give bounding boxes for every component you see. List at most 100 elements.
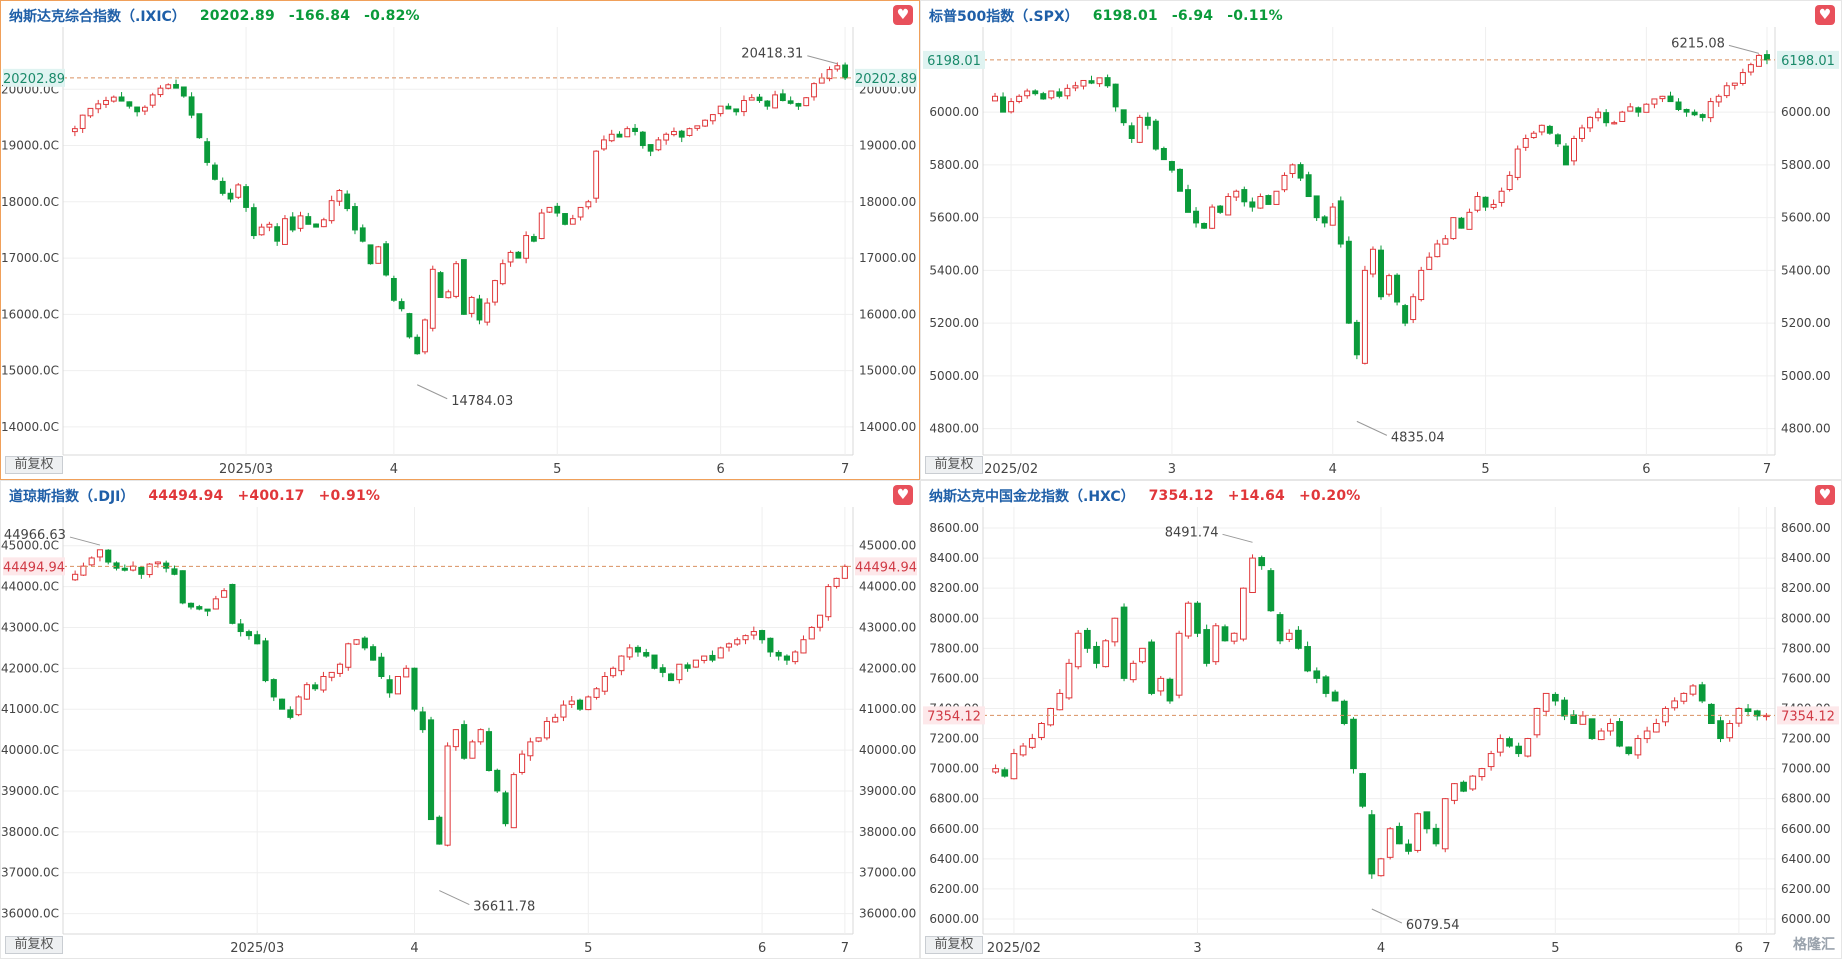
- candle-body: [297, 215, 304, 229]
- chart-panel-dji: 道琼斯指数（.DJI） 44494.94 +400.17 +0.91% ♥ 36…: [0, 480, 920, 959]
- candle-body: [1295, 629, 1302, 649]
- y-tick-label-right: 39000.00: [859, 784, 916, 798]
- candle-body: [345, 643, 352, 668]
- x-tick-label: 2025/02: [987, 941, 1041, 956]
- candle-body: [1506, 738, 1513, 747]
- favorite-heart-icon[interactable]: ♥: [1815, 485, 1835, 505]
- candle-body: [287, 709, 294, 718]
- panel-header: 道琼斯指数（.DJI） 44494.94 +400.17 +0.91%: [9, 485, 380, 507]
- candle-body: [367, 244, 374, 265]
- candle-body: [1441, 798, 1449, 850]
- candle-body: [266, 223, 273, 228]
- y-tick-label-right: 14000.00: [859, 420, 916, 434]
- candle-body: [725, 643, 733, 648]
- y-tick-label-right: 45000.00: [859, 539, 916, 553]
- candle-body: [1659, 95, 1666, 100]
- last-price-tag-right-bg: [1777, 50, 1839, 69]
- candlestick-chart[interactable]: 6000.00 6000.00 6200.00 6200.00 6400.00 6400.…: [921, 481, 1841, 958]
- adjust-toggle-button[interactable]: 前复权: [925, 456, 983, 474]
- candle-body: [1322, 676, 1330, 694]
- candle-body: [1643, 730, 1651, 740]
- index-name[interactable]: 道琼斯指数（.DJI）: [9, 489, 135, 505]
- last-price-tag-right: 44494.94: [855, 560, 917, 575]
- candle-body: [1698, 684, 1706, 702]
- candle-body: [1028, 738, 1036, 748]
- candle-body: [800, 639, 807, 654]
- candle-body: [759, 630, 766, 641]
- candle-body: [725, 105, 732, 110]
- candle-body: [1297, 164, 1304, 179]
- candle-body: [1152, 120, 1159, 150]
- candlestick-chart[interactable]: 14000.0C 14000.00 15000.0C 15000.00 16000.0C…: [1, 1, 919, 479]
- candle-body: [429, 268, 436, 329]
- candle-body: [1166, 678, 1174, 702]
- watermark-logo: 格隆汇: [1793, 937, 1835, 953]
- candle-body: [1359, 773, 1366, 807]
- candle-body: [1184, 602, 1192, 637]
- index-change-pct: -0.82%: [364, 8, 420, 24]
- candle-body: [278, 698, 286, 710]
- candle-body: [1257, 196, 1264, 209]
- favorite-heart-icon[interactable]: ♥: [1815, 5, 1835, 25]
- candle-body: [445, 291, 452, 299]
- favorite-heart-icon[interactable]: ♥: [893, 485, 913, 505]
- adjust-toggle-button[interactable]: 前复权: [5, 936, 63, 954]
- y-tick-label-right: 19000.00: [859, 139, 916, 153]
- candle-body: [507, 251, 514, 263]
- candle-body: [1469, 775, 1477, 790]
- candle-body: [1726, 723, 1734, 739]
- candle-body: [444, 745, 451, 846]
- candle-body: [1611, 122, 1618, 125]
- candle-body: [1305, 174, 1312, 198]
- candle-body: [1074, 632, 1082, 668]
- candle-body: [390, 278, 397, 301]
- x-tick-label: 5: [1481, 462, 1489, 477]
- candle-body: [1032, 90, 1039, 95]
- index-name[interactable]: 纳斯达克中国金龙指数（.HXC）: [929, 489, 1135, 505]
- high-value-label: 20418.31: [741, 47, 803, 62]
- candle-body: [403, 667, 410, 678]
- candle-body: [103, 100, 109, 105]
- candle-body: [1683, 108, 1690, 113]
- y-tick-label-left: 6400.00: [929, 852, 979, 866]
- x-tick-label: 5: [584, 941, 592, 956]
- index-price: 6198.01: [1092, 8, 1158, 24]
- index-name[interactable]: 标普500指数（.SPX）: [929, 9, 1079, 25]
- candle-body: [1368, 814, 1376, 875]
- candlestick-chart[interactable]: 36000.0C 36000.00 37000.0C 37000.00 38000.0C…: [1, 481, 919, 958]
- candle-body: [1209, 206, 1216, 229]
- candle-body: [71, 128, 78, 133]
- candlestick-chart[interactable]: 4800.00 4800.00 5000.00 5000.00 5200.00 5200.…: [921, 1, 1841, 479]
- candle-body: [1139, 647, 1146, 663]
- candle-body: [632, 127, 638, 132]
- candle-body: [1554, 134, 1561, 145]
- candle-body: [1378, 249, 1384, 298]
- y-tick-label-left: 42000.0C: [1, 661, 59, 675]
- candle-body: [686, 128, 693, 136]
- adjust-toggle-button[interactable]: 前复权: [925, 936, 983, 954]
- y-tick-label-left: 8200.00: [929, 581, 979, 595]
- candle-body: [1168, 161, 1175, 171]
- favorite-heart-icon[interactable]: ♥: [893, 5, 913, 25]
- index-name[interactable]: 纳斯达克综合指数（.IXIC）: [9, 9, 186, 25]
- candle-body: [149, 94, 156, 106]
- candle-body: [1482, 196, 1489, 208]
- y-tick-label-right: 5000.00: [1781, 369, 1831, 383]
- candle-body: [1587, 116, 1594, 129]
- candle-body: [204, 141, 211, 163]
- index-price: 20202.89: [199, 8, 275, 24]
- last-price-tag-right-bg: [855, 557, 917, 576]
- adjust-toggle-button[interactable]: 前复权: [5, 456, 63, 474]
- candle-body: [250, 207, 257, 237]
- y-tick-label-right: 15000.00: [859, 364, 916, 378]
- candle-body: [1671, 700, 1678, 709]
- candle-body: [1451, 783, 1458, 801]
- last-price-tag-left-bg: [3, 557, 65, 576]
- candle-body: [227, 192, 234, 200]
- candle-body: [1570, 714, 1578, 725]
- candle-body: [406, 313, 413, 338]
- candle-body: [1680, 692, 1688, 702]
- y-tick-label-left: 41000.0C: [1, 702, 59, 716]
- candle-body: [1281, 174, 1288, 191]
- candle-body: [212, 164, 218, 180]
